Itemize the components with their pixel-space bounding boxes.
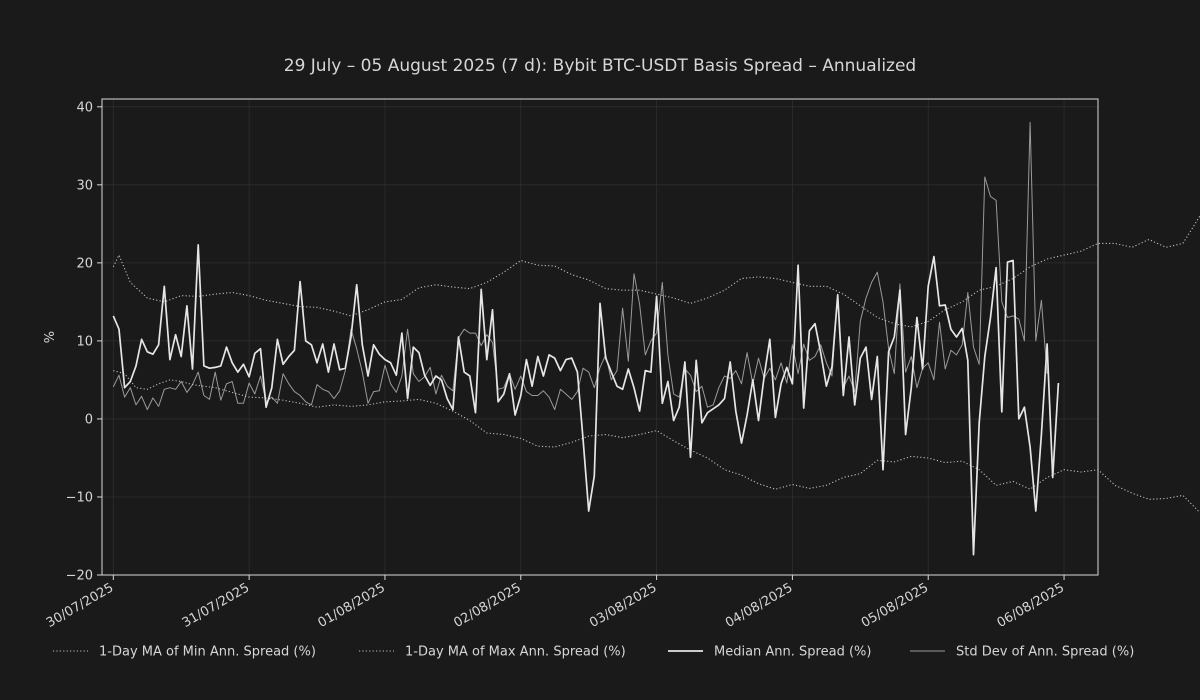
legend-label: Median Ann. Spread (%) [714,645,871,660]
legend: 1-Day MA of Min Ann. Spread (%) 1-Day MA … [53,645,1134,660]
plot-area [102,99,1098,575]
y-tick-label: 30 [76,178,93,193]
y-axis-label: % [43,331,58,343]
y-tick-label: 40 [76,100,93,115]
plot-frame [101,98,1099,576]
series-line-2 [112,244,1060,556]
series-layer [112,121,1200,556]
series-line-0 [113,370,1200,514]
y-tick-label: 10 [76,334,93,349]
y-axis: −20 −10 0 10 20 30 40 [66,100,102,584]
legend-item: Median Ann. Spread (%) [668,645,871,660]
chart-title: 29 July – 05 August 2025 (7 d): Bybit BT… [284,56,916,76]
y-tick-label: 20 [76,256,93,271]
legend-label: Std Dev of Ann. Spread (%) [956,645,1134,660]
y-tick-label: −20 [66,569,93,584]
y-tick-label: −10 [66,490,93,505]
grid [102,99,1098,576]
legend-item: 1-Day MA of Max Ann. Spread (%) [359,645,626,660]
legend-label: 1-Day MA of Min Ann. Spread (%) [99,645,316,660]
legend-label: 1-Day MA of Max Ann. Spread (%) [405,645,626,660]
legend-item: 1-Day MA of Min Ann. Spread (%) [53,645,316,660]
legend-item: Std Dev of Ann. Spread (%) [910,645,1134,660]
y-tick-label: 0 [85,412,93,427]
